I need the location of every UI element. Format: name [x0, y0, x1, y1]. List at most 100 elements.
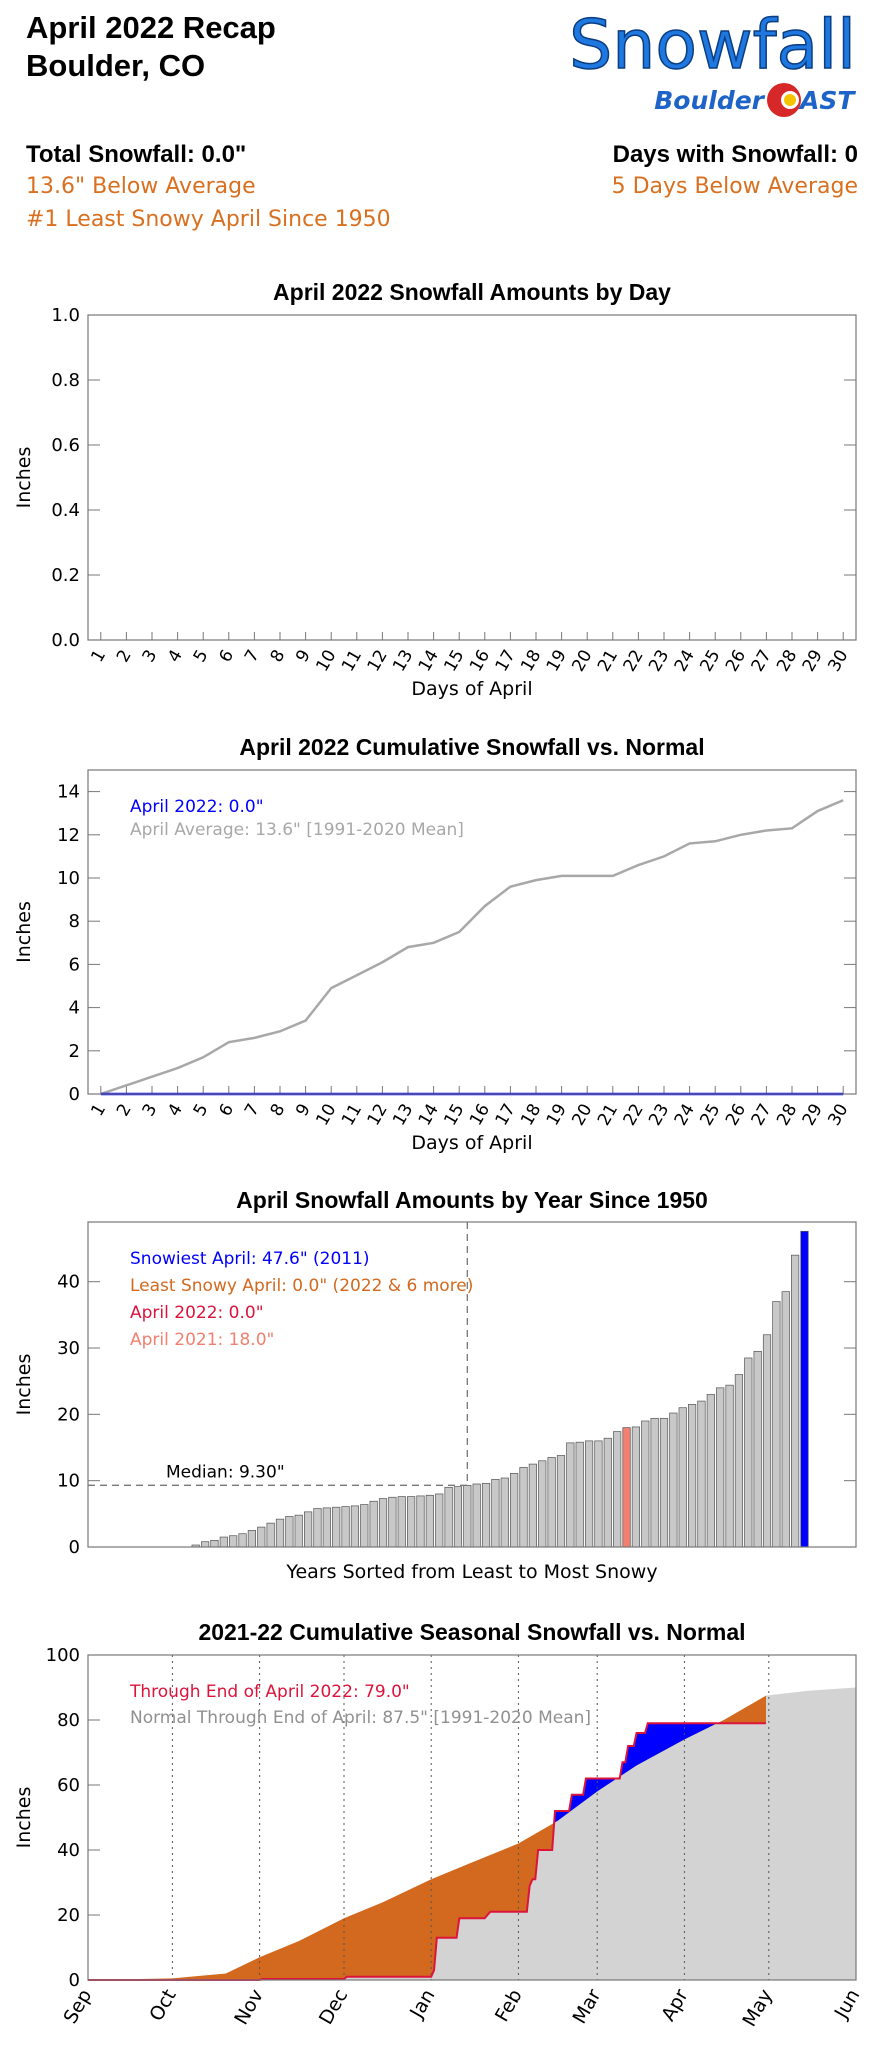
chart-title: April Snowfall Amounts by Year Since 195…	[236, 1187, 708, 1213]
y-tick-label: 0.6	[51, 435, 80, 456]
x-tick-label: 8	[267, 1101, 290, 1120]
series-line	[100, 799, 844, 1096]
plot-frame	[87, 769, 857, 1095]
bar	[275, 1518, 285, 1548]
x-tick-label: May	[738, 1986, 777, 2031]
bar	[603, 1437, 612, 1548]
bar	[744, 1357, 753, 1548]
y-tick-label: 30	[57, 1338, 80, 1359]
bar	[566, 1442, 575, 1548]
snow-days: Days with Snowfall: 0	[613, 141, 858, 168]
x-tick-label: 21	[594, 1101, 622, 1130]
bar	[650, 1417, 659, 1548]
x-tick-label: 29	[799, 1101, 827, 1130]
x-tick-label: 5	[190, 1101, 213, 1120]
x-tick-label: 17	[492, 647, 520, 676]
x-tick-label: Dec	[315, 1986, 352, 2029]
bar	[360, 1504, 369, 1548]
x-tick-label: Jan	[405, 1986, 439, 2023]
bar	[734, 1374, 744, 1548]
logo-brand-end: AST	[798, 86, 856, 115]
x-tick-label: 20	[568, 647, 596, 676]
x-tick-label: 7	[241, 647, 264, 666]
x-axis-label: Days of April	[411, 678, 532, 700]
bar	[641, 1420, 650, 1548]
rank: #1 Least Snowy April Since 1950	[26, 207, 391, 232]
x-tick-label: 16	[466, 647, 494, 676]
total-snowfall: Total Snowfall: 0.0"	[26, 141, 246, 168]
chart-title: April 2022 Snowfall Amounts by Day	[273, 279, 671, 305]
bar	[631, 1426, 640, 1548]
x-tick-label: 7	[241, 1101, 264, 1120]
bar	[378, 1498, 388, 1548]
bar	[659, 1417, 669, 1548]
x-tick-label: 14	[415, 647, 443, 676]
plot-frame	[87, 1221, 857, 1548]
x-tick-label: 30	[824, 1101, 852, 1130]
bar	[481, 1482, 491, 1548]
x-tick-label: 19	[543, 647, 571, 676]
bar	[762, 1334, 772, 1548]
x-tick-label: 13	[389, 1101, 417, 1130]
bar	[594, 1440, 603, 1548]
x-tick-label: 15	[440, 1101, 468, 1130]
bar	[257, 1526, 266, 1548]
x-tick-label: 2	[113, 1101, 136, 1120]
bar	[407, 1496, 416, 1548]
days-vs-average: 5 Days Below Average	[612, 174, 858, 199]
bar	[350, 1505, 360, 1548]
x-tick-label: 24	[671, 647, 699, 676]
bar	[772, 1301, 781, 1548]
y-tick-label: 20	[57, 1404, 80, 1425]
bar	[781, 1291, 790, 1548]
bar	[706, 1394, 715, 1548]
x-tick-label: 4	[164, 647, 187, 666]
bar	[210, 1540, 219, 1548]
x-axis-label: Years Sorted from Least to Most Snowy	[285, 1561, 657, 1583]
bar	[219, 1536, 228, 1548]
x-tick-label: 10	[312, 647, 340, 676]
bar	[613, 1431, 622, 1548]
bar	[322, 1507, 331, 1548]
y-tick-label: 8	[69, 911, 80, 932]
x-tick-label: 6	[215, 647, 238, 666]
x-tick-label: 2	[113, 647, 136, 666]
bar	[266, 1522, 275, 1548]
bar	[285, 1516, 294, 1548]
x-tick-label: Nov	[230, 1986, 268, 2029]
logo-title: Snowfall	[569, 6, 856, 85]
bar	[304, 1511, 313, 1548]
annotation: April 2021: 18.0"	[130, 1330, 274, 1350]
x-tick-label: 25	[696, 647, 724, 676]
legend-entry: April Average: 13.6" [1991-2020 Mean]	[130, 820, 464, 840]
annotation: Snowiest April: 47.6" (2011)	[130, 1249, 370, 1269]
y-tick-label: 2	[69, 1041, 80, 1062]
y-axis-label: Inches	[13, 901, 35, 963]
x-tick-label: Feb	[491, 1986, 527, 2026]
y-axis-label: Inches	[13, 447, 35, 509]
x-tick-label: 29	[799, 647, 827, 676]
y-tick-label: 0.4	[51, 500, 80, 521]
x-tick-label: 12	[364, 1101, 392, 1130]
bar	[247, 1530, 256, 1548]
total-vs-average: 13.6" Below Average	[26, 174, 256, 199]
bar	[200, 1541, 210, 1548]
bar	[688, 1404, 697, 1548]
bar	[575, 1441, 584, 1548]
x-tick-label: 16	[466, 1101, 494, 1130]
bar	[753, 1350, 762, 1548]
y-tick-label: 1.0	[51, 305, 80, 326]
bar	[397, 1496, 406, 1548]
y-tick-label: 0	[69, 1970, 80, 1991]
logo-brand: Boulder	[654, 86, 765, 115]
x-tick-label: 25	[696, 1101, 724, 1130]
y-tick-label: 12	[57, 825, 80, 846]
x-tick-label: 1	[87, 1101, 110, 1120]
x-tick-label: Sep	[59, 1986, 96, 2028]
y-tick-label: 6	[69, 954, 80, 975]
x-tick-label: 3	[139, 647, 162, 666]
median-label: Median: 9.30"	[166, 1462, 285, 1482]
legend-entry: Through End of April 2022: 79.0"	[129, 1682, 410, 1702]
x-tick-label: 21	[594, 647, 622, 676]
x-tick-label: Jun	[830, 1986, 864, 2024]
